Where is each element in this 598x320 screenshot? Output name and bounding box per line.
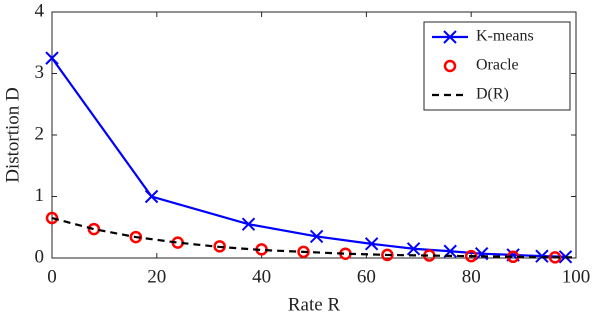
x-marker bbox=[144, 189, 159, 204]
y-axis-label: Distortion D bbox=[2, 87, 23, 183]
x-marker bbox=[406, 242, 421, 256]
y-tick-label: 1 bbox=[35, 185, 45, 206]
x-tick-label: 20 bbox=[147, 266, 166, 287]
x-marker bbox=[474, 246, 489, 261]
legend-marker bbox=[443, 59, 457, 73]
circle-marker bbox=[381, 248, 394, 262]
y-tick-label: 2 bbox=[35, 123, 45, 144]
legend-label: K-means bbox=[476, 28, 534, 45]
legend-label: D(R) bbox=[476, 86, 509, 103]
circle-marker bbox=[548, 251, 562, 264]
y-tick-label: 4 bbox=[35, 0, 45, 21]
x-axis-label: Rate R bbox=[288, 294, 341, 315]
x-tick-label: 0 bbox=[47, 266, 57, 287]
circle-marker bbox=[464, 249, 478, 263]
x-tick-label: 100 bbox=[562, 266, 591, 287]
y-tick-label: 3 bbox=[35, 62, 45, 83]
series-line bbox=[51, 216, 576, 259]
x-marker bbox=[309, 229, 324, 244]
x-marker bbox=[241, 217, 256, 231]
x-tick-label: 80 bbox=[462, 266, 481, 287]
legend-label: Oracle bbox=[476, 57, 519, 74]
circle-marker bbox=[297, 245, 310, 259]
x-tick-label: 60 bbox=[357, 266, 376, 287]
legend: K-means Oracle D(R) bbox=[423, 21, 571, 111]
legend-marker bbox=[443, 30, 457, 44]
y-tick-label: 0 bbox=[35, 246, 45, 267]
x-tick-label: 40 bbox=[252, 266, 271, 287]
x-marker bbox=[45, 51, 59, 65]
x-marker bbox=[364, 237, 379, 251]
circle-marker bbox=[45, 211, 59, 225]
circle-marker bbox=[213, 240, 226, 253]
